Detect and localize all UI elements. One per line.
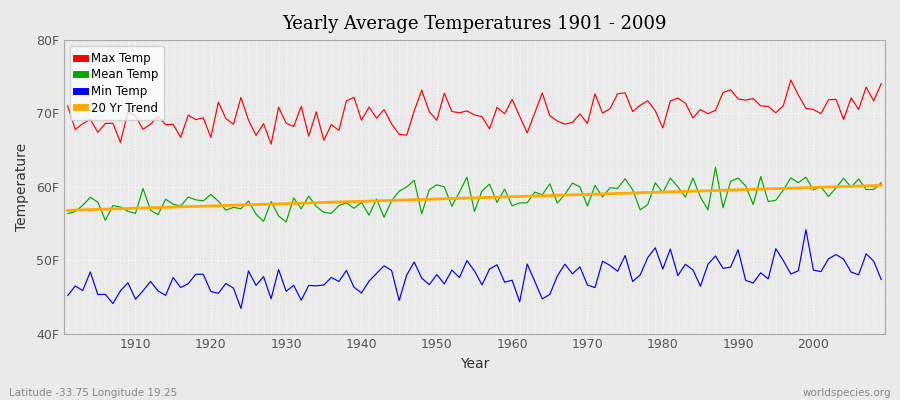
20 Yr Trend	[334, 200, 345, 204]
Text: Latitude -33.75 Longitude 19.25: Latitude -33.75 Longitude 19.25	[9, 388, 177, 398]
Max Temp	[514, 114, 525, 119]
X-axis label: Year: Year	[460, 357, 490, 371]
Max Temp	[122, 109, 133, 114]
Mean Temp	[605, 185, 616, 190]
Max Temp	[876, 81, 886, 86]
20 Yr Trend	[507, 194, 517, 199]
Title: Yearly Average Temperatures 1901 - 2009: Yearly Average Temperatures 1901 - 2009	[283, 15, 667, 33]
Line: Min Temp: Min Temp	[68, 230, 881, 308]
Y-axis label: Temperature: Temperature	[15, 143, 29, 231]
20 Yr Trend	[62, 208, 73, 213]
Max Temp	[62, 104, 73, 108]
Max Temp	[266, 142, 276, 146]
Min Temp	[296, 298, 307, 303]
20 Yr Trend	[876, 183, 886, 188]
Mean Temp	[296, 206, 307, 211]
Min Temp	[236, 306, 247, 311]
Mean Temp	[710, 165, 721, 170]
Max Temp	[605, 106, 616, 111]
20 Yr Trend	[122, 206, 133, 211]
Min Temp	[507, 278, 517, 282]
20 Yr Trend	[288, 201, 299, 206]
20 Yr Trend	[500, 194, 510, 199]
Min Temp	[122, 280, 133, 285]
Min Temp	[514, 300, 525, 304]
Mean Temp	[514, 200, 525, 205]
Max Temp	[507, 97, 517, 102]
20 Yr Trend	[597, 192, 608, 196]
Line: 20 Yr Trend: 20 Yr Trend	[68, 185, 881, 210]
Mean Temp	[62, 211, 73, 216]
Mean Temp	[876, 180, 886, 185]
Max Temp	[341, 98, 352, 103]
Mean Temp	[341, 200, 352, 205]
Max Temp	[296, 104, 307, 109]
Mean Temp	[281, 220, 292, 224]
Legend: Max Temp, Mean Temp, Min Temp, 20 Yr Trend: Max Temp, Mean Temp, Min Temp, 20 Yr Tre…	[70, 46, 165, 120]
Min Temp	[341, 268, 352, 273]
Text: worldspecies.org: worldspecies.org	[803, 388, 891, 398]
Min Temp	[800, 227, 811, 232]
Min Temp	[876, 277, 886, 282]
Min Temp	[62, 293, 73, 298]
Line: Max Temp: Max Temp	[68, 80, 881, 144]
Mean Temp	[122, 209, 133, 214]
Max Temp	[786, 78, 796, 82]
Mean Temp	[507, 204, 517, 208]
Min Temp	[605, 263, 616, 268]
Line: Mean Temp: Mean Temp	[68, 167, 881, 222]
